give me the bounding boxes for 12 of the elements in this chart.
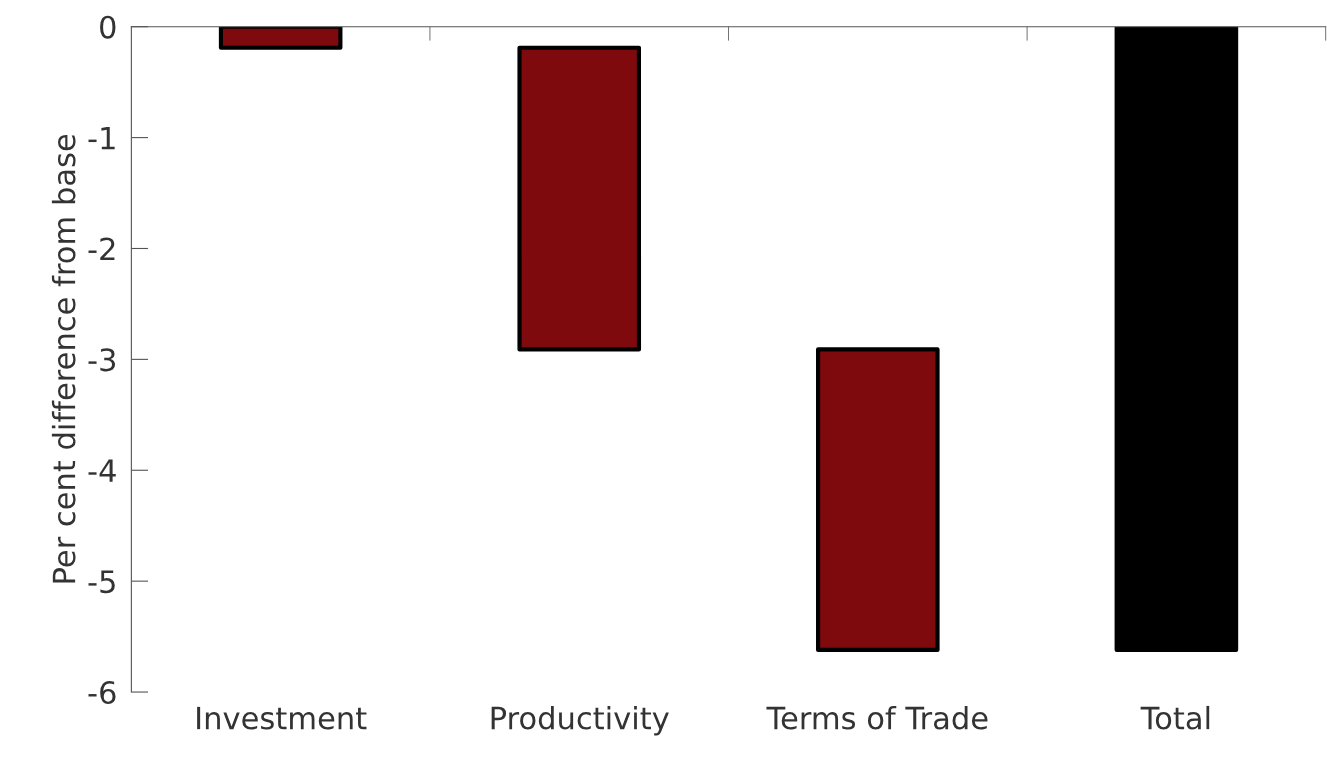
x-tick-label: Productivity [491,705,669,736]
y-tick-label: -5 [88,570,115,594]
y-tick-label: -6 [88,680,116,705]
x-tick-label: Total [1140,705,1210,730]
y-tick-label: 0 [100,15,116,39]
x-tick-label: Investment [197,706,367,730]
y-tick-label: -3 [88,348,116,372]
x-tick-label: Terms of Trade [766,705,988,730]
y-tick-label: -4 [88,459,116,482]
y-axis-title: Per cent difference from base [51,134,76,583]
y-tick-label: -2 [88,237,115,261]
y-tick-label: -1 [88,126,115,150]
